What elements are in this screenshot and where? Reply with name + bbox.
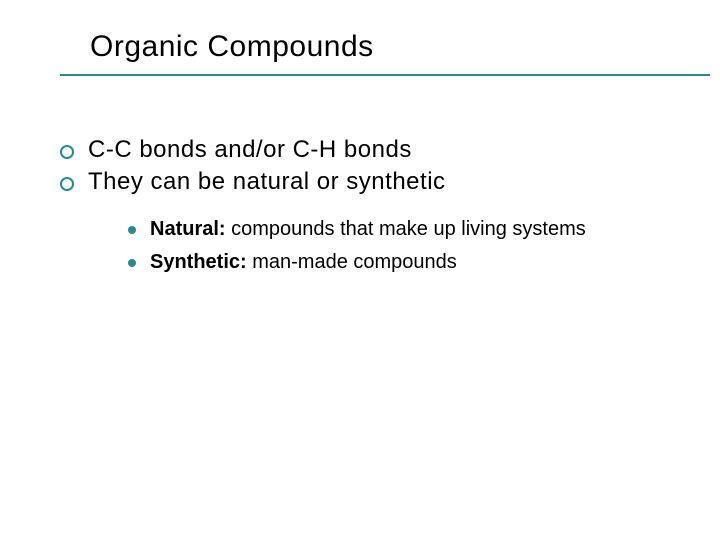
bullet-text: C-C bonds and/or C-H bonds [88, 136, 412, 164]
list-item: Natural: compounds that make up living s… [128, 216, 670, 243]
dot-bullet-icon [128, 226, 136, 234]
list-item: C-C bonds and/or C-H bonds [60, 136, 670, 164]
top-bullet-list: C-C bonds and/or C-H bonds They can be n… [60, 136, 670, 196]
sub-bullet-text: Synthetic: man-made compounds [150, 249, 457, 276]
sub-bullet-rest: man-made compounds [247, 251, 457, 273]
circle-bullet-icon [60, 145, 74, 159]
sub-bullet-rest: compounds that make up living systems [226, 218, 586, 240]
title-underline [60, 74, 710, 76]
body-block: C-C bonds and/or C-H bonds They can be n… [60, 136, 670, 276]
dot-bullet-icon [128, 259, 136, 267]
slide-title: Organic Compounds [90, 30, 670, 64]
list-item: They can be natural or synthetic [60, 168, 670, 196]
title-block: Organic Compounds [90, 30, 670, 76]
sub-bullet-bold: Natural: [150, 218, 226, 240]
slide: Organic Compounds C-C bonds and/or C-H b… [0, 0, 720, 540]
sub-bullet-text: Natural: compounds that make up living s… [150, 216, 586, 243]
bullet-text: They can be natural or synthetic [88, 168, 446, 196]
sub-bullet-bold: Synthetic: [150, 251, 247, 273]
sub-bullet-list: Natural: compounds that make up living s… [128, 216, 670, 276]
list-item: Synthetic: man-made compounds [128, 249, 670, 276]
circle-bullet-icon [60, 177, 74, 191]
